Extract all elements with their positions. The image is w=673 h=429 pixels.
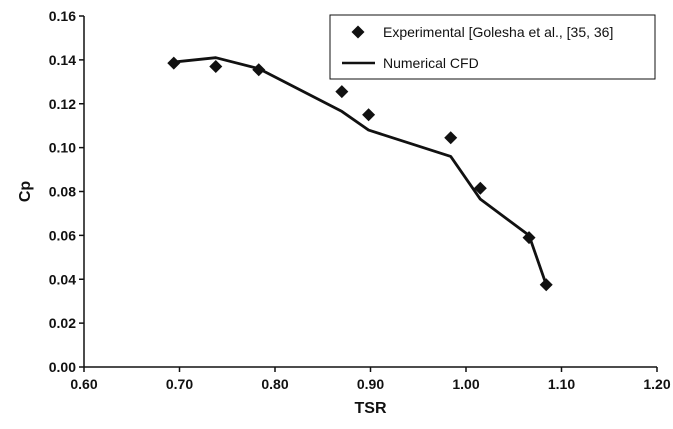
series-line-numerical-cfd (173, 56, 548, 286)
y-tick-label: 0.14 (49, 52, 76, 68)
x-ticks: 0.60 0.70 0.80 0.90 1.00 1.10 1.20 (70, 367, 671, 392)
y-ticks: 0.00 0.02 0.04 0.06 0.08 0.10 0.12 0.14 0.16 (49, 8, 84, 375)
x-tick-label: 0.60 (70, 376, 97, 392)
legend-box (329, 14, 656, 80)
x-tick-label: 1.20 (643, 376, 670, 392)
y-tick-label: 0.06 (49, 227, 76, 243)
y-tick-label: 0.08 (49, 184, 76, 200)
x-tick-label: 0.70 (166, 376, 193, 392)
y-tick-label: 0.00 (49, 359, 76, 375)
x-tick-label: 0.90 (357, 376, 384, 392)
x-axis-label: TSR (355, 400, 387, 417)
series-layer (167, 56, 553, 292)
data-point-experimental (335, 85, 349, 99)
x-tick-label: 1.00 (452, 376, 479, 392)
y-tick-label: 0.12 (49, 96, 76, 112)
data-point-experimental (522, 231, 536, 245)
data-point-experimental (473, 181, 487, 195)
y-tick-label: 0.10 (49, 140, 76, 156)
data-point-experimental (209, 59, 223, 73)
legend-label-experimental: Experimental [Golesha et al., [35, 36] (383, 24, 613, 40)
data-point-experimental (539, 278, 553, 292)
data-point-experimental (252, 63, 266, 77)
data-point-experimental (362, 108, 376, 122)
data-point-experimental (444, 131, 458, 145)
legend-label-numerical-cfd: Numerical CFD (383, 55, 479, 71)
x-tick-label: 0.80 (261, 376, 288, 392)
data-point-experimental (167, 56, 181, 70)
y-tick-label: 0.02 (49, 315, 76, 331)
y-tick-label: 0.04 (49, 271, 76, 287)
x-tick-label: 1.10 (548, 376, 575, 392)
legend-diamond-marker (351, 25, 365, 39)
y-axis-label: Cp (17, 181, 34, 203)
legend: Experimental [Golesha et al., [35, 36] N… (329, 14, 656, 80)
y-tick-label: 0.16 (49, 8, 76, 24)
